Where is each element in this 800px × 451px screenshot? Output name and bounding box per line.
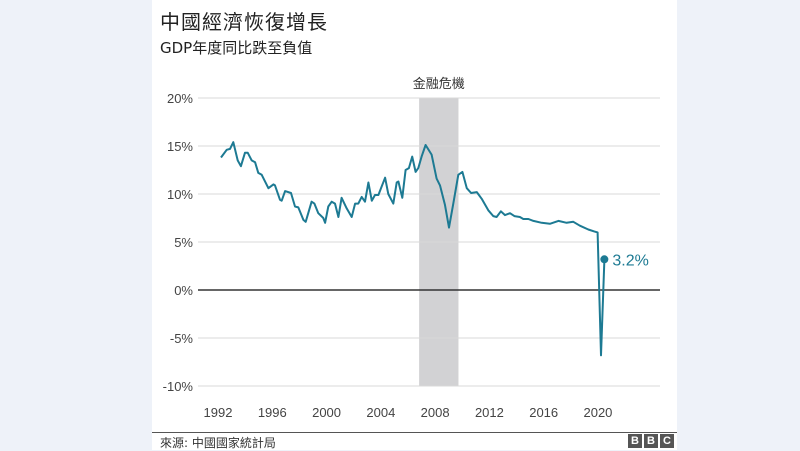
x-tick-label: 2004 bbox=[366, 405, 395, 420]
x-tick-label: 1996 bbox=[258, 405, 287, 420]
y-tick-label: 10% bbox=[167, 187, 193, 202]
chart-panel bbox=[152, 0, 677, 450]
y-tick-label: 20% bbox=[167, 91, 193, 106]
y-tick-label: -5% bbox=[170, 331, 194, 346]
chart-title: 中國經濟恢復增長 bbox=[160, 10, 328, 34]
gdp-series-line bbox=[220, 141, 606, 357]
footer-divider bbox=[152, 432, 677, 433]
y-tick-label: 0% bbox=[174, 283, 193, 298]
x-tick-label: 2012 bbox=[475, 405, 504, 420]
y-tick-label: 5% bbox=[174, 235, 193, 250]
x-tick-label: 1992 bbox=[204, 405, 233, 420]
y-tick-label: 15% bbox=[167, 139, 193, 154]
crisis-label: 金融危機 bbox=[413, 76, 465, 92]
x-tick-label: 2016 bbox=[529, 405, 558, 420]
source-note: 來源: 中國國家統計局 bbox=[160, 436, 276, 450]
chart-subtitle: GDP年度同比跌至負值 bbox=[160, 39, 313, 57]
end-point-marker bbox=[600, 255, 609, 264]
x-tick-label: 2000 bbox=[312, 405, 341, 420]
x-tick-label: 2020 bbox=[583, 405, 612, 420]
y-tick-label: -10% bbox=[163, 379, 194, 394]
end-value-label: 3.2% bbox=[612, 252, 648, 269]
x-tick-label: 2008 bbox=[421, 405, 450, 420]
